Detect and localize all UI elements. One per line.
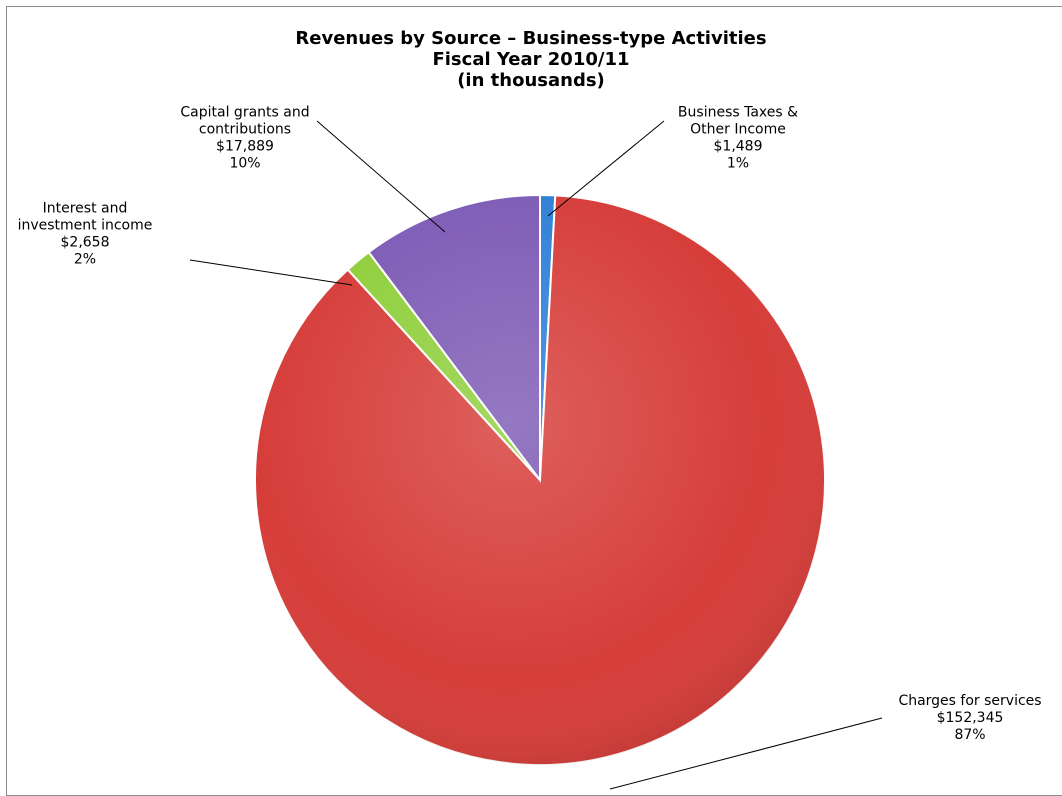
leader-line-charges-for-services <box>609 717 883 790</box>
data-label-line: 87% <box>954 727 985 743</box>
data-label-line: contributions <box>199 122 291 138</box>
data-label-line: 1% <box>727 156 749 172</box>
data-label-line: 2% <box>74 252 96 268</box>
data-label-line: Interest and <box>43 201 128 217</box>
chart-subtitle-line-1: Fiscal Year 2010/11 <box>432 49 630 70</box>
data-label-line: Capital grants and <box>180 105 309 121</box>
data-label-interest-investment: Interest and investment income $2,658 2% <box>18 201 153 268</box>
data-label-line: Other Income <box>690 122 786 138</box>
data-label-line: $152,345 <box>937 710 1004 726</box>
data-label-line: Charges for services <box>898 693 1041 709</box>
data-label-line: Business Taxes & <box>678 105 798 121</box>
data-label-line: $2,658 <box>61 235 110 251</box>
data-label-charges-for-services: Charges for services $152,345 87% <box>898 693 1041 743</box>
chart-subtitle-line-2: (in thousands) <box>457 70 605 91</box>
leader-line-interest-investment <box>189 259 353 286</box>
chart-title: Revenues by Source – Business-type Activ… <box>0 28 1062 91</box>
data-label-line: $1,489 <box>714 139 763 155</box>
data-label-line: investment income <box>18 218 153 234</box>
data-label-capital-grants: Capital grants and contributions $17,889 10… <box>180 105 309 172</box>
chart-title-line: Revenues by Source – Business-type Activ… <box>295 28 767 49</box>
leader-line-capital-grants <box>316 120 446 233</box>
leader-line-business-taxes <box>547 120 665 217</box>
data-label-line: 10% <box>229 156 260 172</box>
data-label-business-taxes: Business Taxes & Other Income $1,489 1% <box>678 105 798 172</box>
data-label-line: $17,889 <box>216 139 274 155</box>
